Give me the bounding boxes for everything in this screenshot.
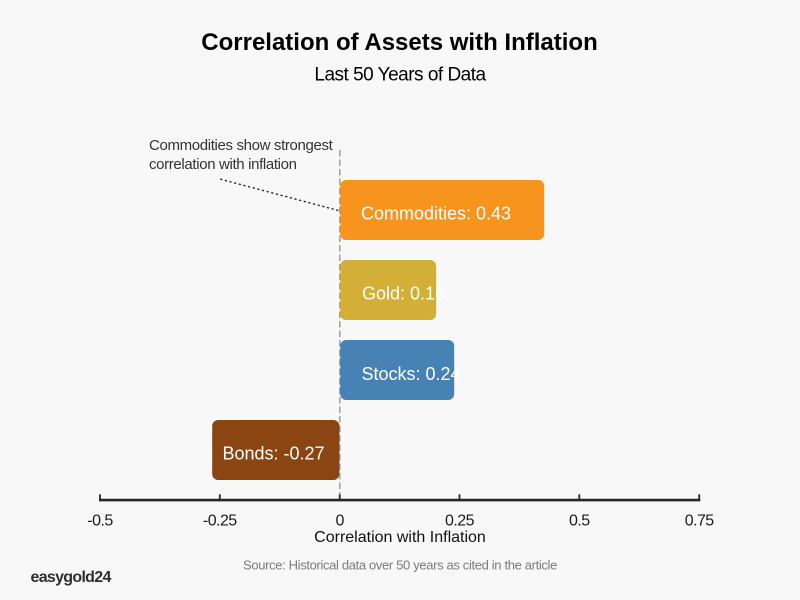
svg-text:Commodities show strongest: Commodities show strongest [149,137,334,154]
svg-text:Last 50 Years of Data: Last 50 Years of Data [314,65,486,86]
svg-text:0.75: 0.75 [685,513,715,530]
svg-text:0.25: 0.25 [445,513,475,530]
svg-text:Commodities: 0.43: Commodities: 0.43 [361,204,511,224]
svg-text:Stocks: 0.24: Stocks: 0.24 [362,364,461,384]
svg-text:Source: Historical data over 5: Source: Historical data over 50 years as… [243,558,557,573]
svg-text:correlation with inflation: correlation with inflation [149,156,297,173]
svg-text:0: 0 [336,513,345,530]
svg-text:Correlation of Assets with Inf: Correlation of Assets with Inflation [201,29,597,56]
svg-text:Bonds: -0.27: Bonds: -0.27 [223,444,325,464]
svg-text:Correlation with Inflation: Correlation with Inflation [314,529,486,546]
svg-text:Gold: 0.16: Gold: 0.16 [362,284,445,304]
svg-text:easygold24: easygold24 [31,569,112,586]
svg-text:-0.5: -0.5 [87,513,113,530]
svg-text:0.5: 0.5 [569,513,590,530]
svg-text:-0.25: -0.25 [203,513,237,530]
